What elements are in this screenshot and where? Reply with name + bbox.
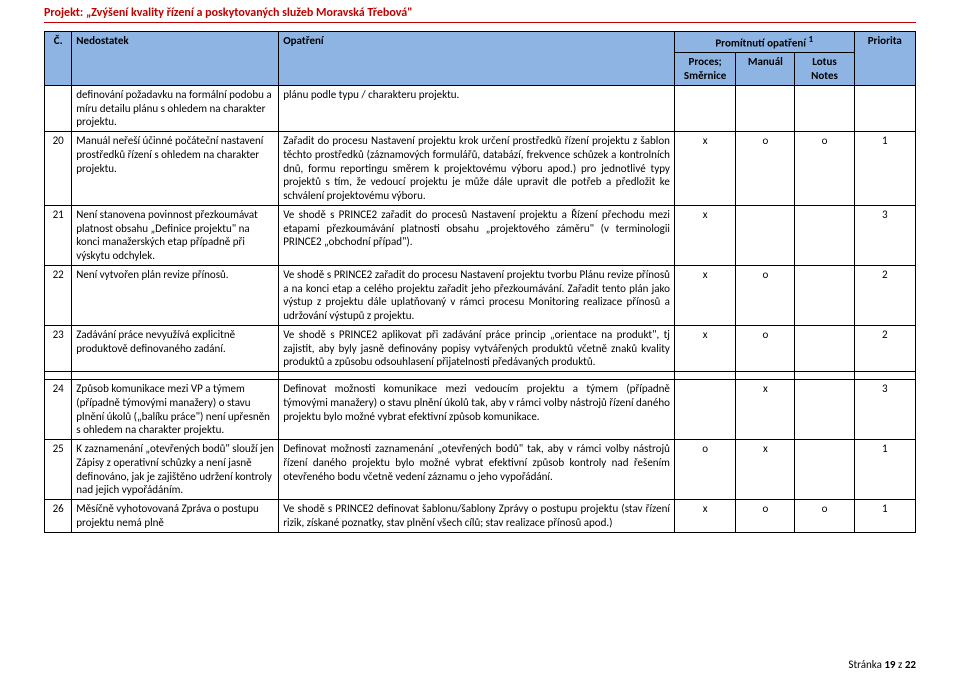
col-header-lotus: Lotus Notes <box>795 53 854 86</box>
col-header-opatreni: Opatření <box>279 32 675 86</box>
cell-lotus <box>795 205 854 265</box>
cell-lotus <box>795 85 854 131</box>
cell-lotus <box>795 440 854 500</box>
section-gap <box>45 372 916 380</box>
cell-man: o <box>736 500 795 533</box>
col-header-proces: Proces; Směrnice <box>674 53 735 86</box>
cell-opa: Ve shodě s PRINCE2 aplikovat při zadáván… <box>279 325 675 371</box>
cell-proc: x <box>674 265 735 325</box>
cell-man: o <box>736 132 795 206</box>
cell-ned: Způsob komunikace mezi VP a týmem (přípa… <box>72 380 279 440</box>
table-row: definování požadavku na formální podobu … <box>45 85 916 131</box>
col-header-priorita: Priorita <box>854 32 915 86</box>
cell-num: 26 <box>45 500 72 533</box>
cell-ned: definování požadavku na formální podobu … <box>72 85 279 131</box>
table-row: 21 Není stanovena povinnost přezkoumávat… <box>45 205 916 265</box>
cell-man: x <box>736 440 795 500</box>
promitnuti-label: Promítnutí opatření <box>715 37 806 50</box>
cell-ned: Manuál neřeší účinné počáteční nastavení… <box>72 132 279 206</box>
cell-opa: Definovat možnosti komunikace mezi vedou… <box>279 380 675 440</box>
cell-opa: Definovat možnosti zaznamenání „otevřený… <box>279 440 675 500</box>
cell-proc: x <box>674 205 735 265</box>
page-footer: Stránka 19 z 22 <box>848 658 916 671</box>
col-header-promitnuti: Promítnutí opatření 1 <box>674 32 854 53</box>
cell-num: 25 <box>45 440 72 500</box>
cell-opa: plánu podle typu / charakteru projektu. <box>279 85 675 131</box>
cell-ned: Není stanovena povinnost přezkoumávat pl… <box>72 205 279 265</box>
cell-proc: x <box>674 325 735 371</box>
footer-of: z <box>896 658 905 671</box>
cell-lotus <box>795 265 854 325</box>
cell-man: x <box>736 380 795 440</box>
cell-prio: 1 <box>854 132 915 206</box>
cell-proc <box>674 85 735 131</box>
table-header-row-1: Č. Nedostatek Opatření Promítnutí opatře… <box>45 32 916 53</box>
col-header-number: Č. <box>45 32 72 86</box>
table-container: Č. Nedostatek Opatření Promítnutí opatře… <box>0 31 960 533</box>
cell-prio: 1 <box>854 440 915 500</box>
issues-table: Č. Nedostatek Opatření Promítnutí opatře… <box>44 31 916 533</box>
table-row: 24 Způsob komunikace mezi VP a týmem (př… <box>45 380 916 440</box>
cell-num: 20 <box>45 132 72 206</box>
cell-opa: Ve shodě s PRINCE2 zařadit do procesů Na… <box>279 205 675 265</box>
cell-prio: 1 <box>854 500 915 533</box>
cell-prio: 2 <box>854 325 915 371</box>
cell-num: 23 <box>45 325 72 371</box>
table-row: 20 Manuál neřeší účinné počáteční nastav… <box>45 132 916 206</box>
cell-man <box>736 205 795 265</box>
cell-lotus <box>795 380 854 440</box>
cell-man: o <box>736 265 795 325</box>
cell-opa: Zařadit do procesu Nastavení projektu kr… <box>279 132 675 206</box>
cell-ned: Měsíčně vyhotovovaná Zpráva o postupu pr… <box>72 500 279 533</box>
cell-lotus: o <box>795 500 854 533</box>
col-header-nedostatek: Nedostatek <box>72 32 279 86</box>
cell-prio <box>854 85 915 131</box>
cell-proc: x <box>674 500 735 533</box>
cell-man <box>736 85 795 131</box>
cell-proc <box>674 380 735 440</box>
cell-ned: Není vytvořen plán revize přínosů. <box>72 265 279 325</box>
table-row: 25 K zaznamenání „otevřených bodů" slouž… <box>45 440 916 500</box>
cell-num: 22 <box>45 265 72 325</box>
cell-num <box>45 85 72 131</box>
cell-ned: Zadávání práce nevyužívá explicitně prod… <box>72 325 279 371</box>
table-body: definování požadavku na formální podobu … <box>45 85 916 532</box>
promitnuti-sup: 1 <box>808 34 813 45</box>
cell-lotus <box>795 325 854 371</box>
cell-man: o <box>736 325 795 371</box>
table-row: 23 Zadávání práce nevyužívá explicitně p… <box>45 325 916 371</box>
col-header-manual: Manuál <box>736 53 795 86</box>
table-row: 26 Měsíčně vyhotovovaná Zpráva o postupu… <box>45 500 916 533</box>
cell-proc: x <box>674 132 735 206</box>
table-row: 22 Není vytvořen plán revize přínosů. Ve… <box>45 265 916 325</box>
cell-opa: Ve shodě s PRINCE2 zařadit do procesu Na… <box>279 265 675 325</box>
cell-prio: 2 <box>854 265 915 325</box>
project-header: Projekt: „Zvýšení kvality řízení a posky… <box>44 0 916 23</box>
footer-label: Stránka <box>848 658 884 671</box>
cell-num: 21 <box>45 205 72 265</box>
cell-prio: 3 <box>854 205 915 265</box>
footer-total: 22 <box>905 658 916 671</box>
footer-page: 19 <box>884 658 895 671</box>
cell-prio: 3 <box>854 380 915 440</box>
cell-proc: o <box>674 440 735 500</box>
cell-num: 24 <box>45 380 72 440</box>
cell-opa: Ve shodě s PRINCE2 definovat šablonu/šab… <box>279 500 675 533</box>
cell-lotus: o <box>795 132 854 206</box>
cell-ned: K zaznamenání „otevřených bodů" slouží j… <box>72 440 279 500</box>
